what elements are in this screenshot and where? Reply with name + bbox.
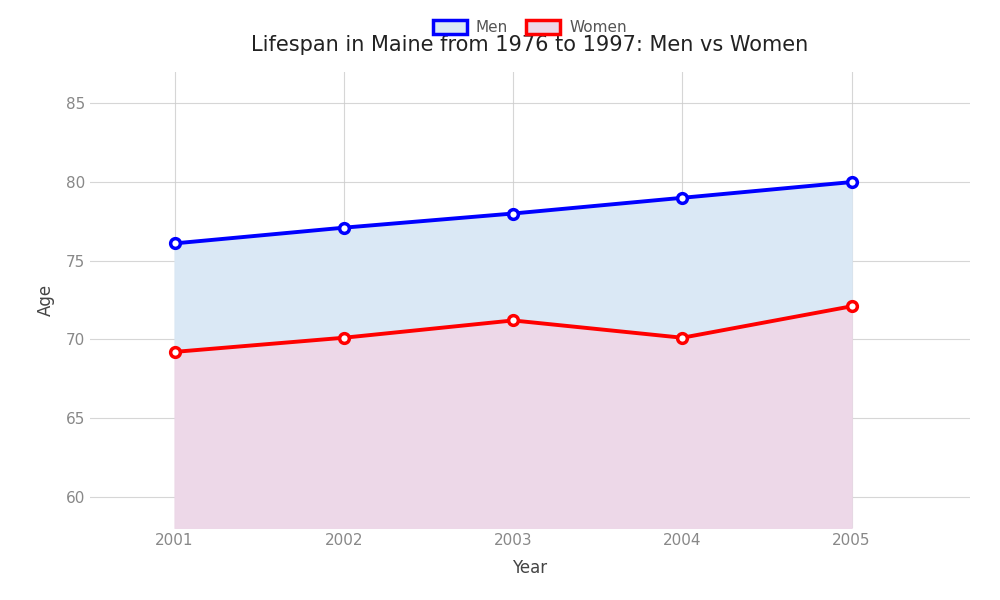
- Title: Lifespan in Maine from 1976 to 1997: Men vs Women: Lifespan in Maine from 1976 to 1997: Men…: [251, 35, 809, 55]
- Y-axis label: Age: Age: [37, 284, 55, 316]
- X-axis label: Year: Year: [512, 559, 548, 577]
- Legend: Men, Women: Men, Women: [433, 20, 627, 35]
